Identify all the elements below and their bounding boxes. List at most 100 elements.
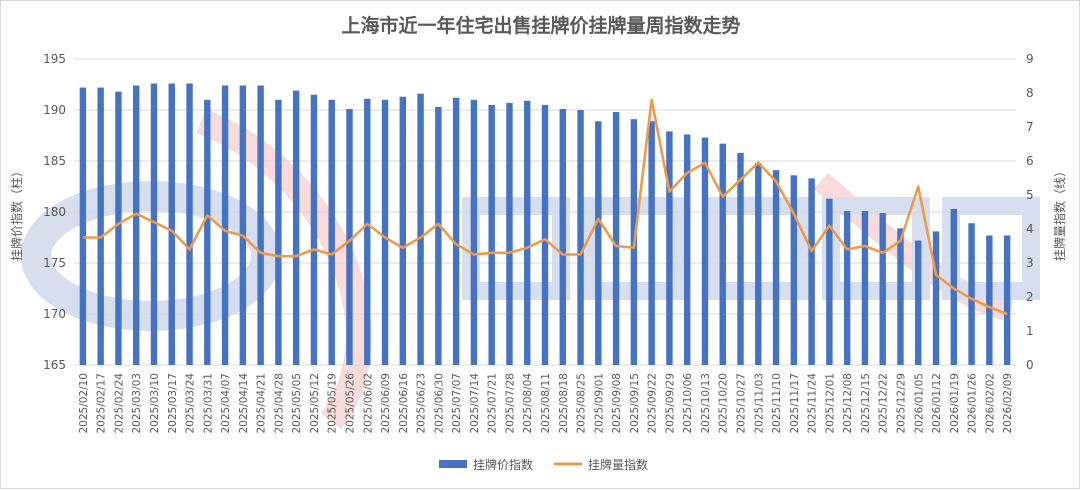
price-bar — [666, 131, 673, 365]
x-tick-label: 2025/04/14 — [238, 373, 250, 434]
x-tick-label: 2025/03/03 — [131, 373, 143, 434]
left-tick-label: 190 — [43, 103, 66, 117]
price-bar — [488, 104, 495, 366]
price-bar — [452, 97, 460, 365]
volume-line — [82, 98, 1008, 316]
right-tick-label: 9 — [1026, 52, 1034, 66]
x-tick-label: 2025/09/29 — [664, 373, 676, 434]
price-bar — [417, 93, 424, 366]
price-bar — [577, 110, 584, 365]
price-bar — [648, 121, 655, 365]
price-bar — [506, 102, 513, 366]
x-tick-label: 2025/08/04 — [522, 373, 534, 434]
x-tick-label: 2025/05/05 — [291, 373, 303, 434]
right-tick-label: 0 — [1026, 358, 1034, 372]
x-tick-label: 2025/07/21 — [487, 373, 499, 434]
legend: 挂牌价指数 挂牌量指数 — [439, 457, 648, 472]
price-bar — [701, 137, 709, 365]
x-tick-label: 2025/06/02 — [362, 373, 374, 434]
left-tick-label: 185 — [43, 154, 66, 168]
x-tick-label: 2025/11/10 — [771, 373, 783, 434]
x-tick-label: 2025/08/11 — [540, 373, 552, 434]
x-tick-label: 2025/12/29 — [895, 373, 907, 434]
left-axis-ticks: 165 170 175 180 185 190 195 — [43, 52, 66, 372]
x-tick-label: 2026/01/26 — [967, 373, 979, 434]
x-tick-label: 2025/09/15 — [629, 373, 641, 434]
price-bar — [897, 228, 904, 365]
price-bar — [150, 83, 158, 365]
right-tick-label: 8 — [1026, 86, 1034, 100]
x-tick-label: 2026/01/19 — [949, 373, 961, 434]
x-tick-label: 2025/02/17 — [96, 373, 108, 434]
price-bar — [346, 108, 353, 365]
x-tick-label: 2025/10/06 — [682, 373, 694, 434]
line-series — [82, 98, 1008, 316]
right-tick-label: 7 — [1026, 120, 1034, 134]
x-tick-label: 2026/01/12 — [931, 373, 943, 434]
right-tick-label: 6 — [1026, 154, 1034, 168]
price-bar — [861, 210, 869, 365]
x-tick-label: 2025/02/10 — [78, 373, 90, 434]
x-tick-label: 2025/09/22 — [647, 373, 659, 434]
x-tick-label: 2025/05/12 — [309, 373, 321, 434]
x-tick-label: 2025/04/07 — [220, 373, 232, 434]
price-bar — [808, 178, 815, 365]
x-tick-label: 2025/12/01 — [824, 373, 836, 434]
price-bar — [932, 231, 940, 365]
x-tick-label: 2025/10/13 — [700, 373, 712, 434]
price-bar — [399, 96, 407, 366]
right-tick-label: 4 — [1026, 222, 1034, 236]
price-bar — [381, 99, 389, 366]
price-bar — [559, 108, 566, 365]
watermark-swoosh-left — [196, 108, 372, 429]
x-tick-label: 2026/02/02 — [984, 373, 996, 434]
price-bar — [275, 99, 282, 366]
left-tick-label: 175 — [43, 256, 66, 270]
x-tick-label: 2025/07/07 — [451, 373, 463, 434]
x-tick-label: 2025/08/18 — [558, 373, 570, 434]
price-bar — [186, 83, 193, 365]
left-axis-label: 挂牌价指数（柱） — [9, 165, 24, 261]
price-bar — [310, 94, 318, 365]
chart-title: 上海市近一年住宅出售挂牌价挂牌量周指数走势 — [341, 14, 740, 37]
price-bar — [719, 143, 726, 365]
price-bar — [790, 175, 798, 365]
price-bar — [737, 152, 744, 365]
x-tick-label: 2026/02/09 — [1002, 373, 1014, 434]
x-tick-label: 2025/06/09 — [380, 373, 392, 434]
price-bar — [470, 99, 478, 366]
left-tick-label: 180 — [43, 205, 66, 219]
x-tick-label: 2025/03/10 — [149, 373, 161, 434]
x-tick-label: 2025/11/24 — [807, 373, 819, 434]
bar-series — [79, 83, 1011, 366]
x-tick-label: 2025/07/28 — [504, 373, 516, 434]
x-tick-label: 2025/11/03 — [753, 373, 765, 434]
x-tick-label: 2025/07/14 — [469, 373, 481, 434]
price-bar — [772, 170, 780, 365]
x-tick-label: 2025/08/25 — [576, 373, 588, 434]
left-tick-label: 165 — [43, 358, 66, 372]
x-tick-label: 2025/11/17 — [789, 373, 801, 434]
price-bar — [595, 121, 602, 365]
price-bar — [292, 90, 300, 366]
right-tick-label: 1 — [1026, 324, 1034, 338]
x-tick-label: 2025/09/08 — [611, 373, 623, 434]
x-tick-label: 2025/02/24 — [113, 373, 125, 434]
right-axis-ticks: 0 1 2 3 4 5 6 7 8 9 — [1026, 52, 1034, 372]
x-tick-label: 2025/06/16 — [398, 373, 410, 434]
x-tick-label: 2025/06/23 — [416, 373, 428, 434]
x-tick-label: 2025/03/17 — [167, 373, 179, 434]
price-bar — [328, 99, 335, 366]
x-tick-label: 2025/10/27 — [736, 373, 748, 434]
x-tick-label: 2025/12/15 — [860, 373, 872, 434]
price-bar — [879, 213, 886, 365]
left-tick-label: 195 — [43, 52, 66, 66]
price-bar — [1003, 235, 1011, 365]
price-bar — [843, 210, 851, 365]
x-tick-label: 2025/06/30 — [433, 373, 445, 434]
legend-bar-label: 挂牌价指数 — [473, 457, 533, 472]
right-tick-label: 5 — [1026, 188, 1034, 202]
price-bar — [257, 85, 264, 366]
legend-line-label: 挂牌量指数 — [588, 457, 648, 472]
